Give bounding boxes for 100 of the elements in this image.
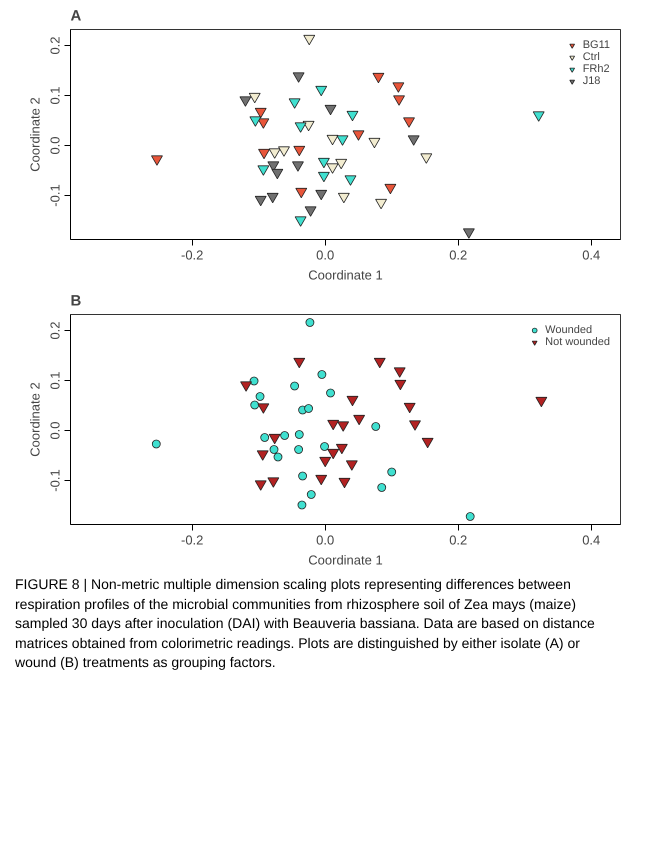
legend-label: J18	[582, 75, 602, 87]
point	[254, 196, 267, 206]
point	[303, 34, 316, 46]
x-tick-label: 0.4	[582, 532, 600, 548]
point	[336, 444, 348, 454]
point	[298, 472, 308, 480]
point	[327, 448, 340, 460]
point	[318, 158, 330, 168]
x-tick-label: -0.2	[181, 532, 204, 548]
point	[268, 434, 281, 444]
point	[319, 456, 332, 468]
point	[320, 442, 329, 451]
point	[372, 72, 384, 84]
point	[294, 445, 304, 454]
point	[377, 483, 386, 492]
legend-label: FRh2	[582, 63, 610, 75]
point	[326, 388, 335, 398]
point	[409, 420, 421, 431]
point	[466, 512, 475, 521]
point	[302, 120, 314, 132]
y-tick-label: -0.1	[48, 184, 62, 207]
point	[353, 414, 366, 426]
point	[292, 161, 304, 172]
point	[306, 490, 316, 499]
point	[294, 122, 307, 133]
point	[346, 110, 358, 122]
point	[274, 452, 282, 462]
point	[266, 192, 279, 204]
point	[371, 422, 380, 431]
y-tick-label: 0.0	[48, 136, 62, 155]
point	[240, 381, 252, 392]
point	[295, 188, 308, 198]
point	[315, 190, 328, 200]
point	[346, 396, 358, 406]
point	[271, 168, 284, 180]
point	[326, 163, 338, 174]
point	[387, 468, 396, 476]
point	[258, 148, 270, 160]
y-tick-label: 0.1	[48, 86, 62, 105]
point	[368, 138, 380, 148]
point	[257, 118, 270, 129]
point	[151, 155, 163, 166]
point	[304, 404, 313, 413]
point	[422, 438, 434, 448]
point	[288, 98, 301, 109]
point	[326, 134, 338, 146]
point	[392, 82, 404, 93]
y-tick-label: 0.1	[48, 371, 62, 390]
point	[337, 421, 350, 432]
x-tick-label: 0.2	[449, 532, 468, 548]
point	[338, 478, 350, 488]
point	[249, 116, 262, 127]
point	[532, 111, 545, 122]
legend-label: Not wounded	[545, 336, 610, 348]
point	[375, 198, 387, 210]
point	[384, 184, 396, 194]
point	[248, 92, 261, 104]
point	[260, 433, 270, 442]
point	[535, 396, 548, 408]
y-axis-title: Coordinate 2	[28, 382, 42, 457]
point	[374, 358, 386, 368]
point	[306, 318, 314, 327]
chart-title: A	[70, 8, 82, 24]
point	[256, 392, 264, 401]
point	[462, 228, 475, 239]
point	[394, 380, 406, 390]
y-tick-label: 0.2	[48, 321, 62, 340]
point	[293, 358, 306, 368]
point	[403, 117, 415, 128]
point	[318, 172, 330, 182]
point	[298, 500, 306, 510]
legend-label: Ctrl	[582, 51, 601, 63]
point	[346, 460, 358, 471]
point	[393, 95, 405, 106]
point	[404, 402, 416, 414]
point	[335, 158, 348, 170]
point	[315, 86, 328, 96]
y-tick-label: -0.1	[48, 469, 62, 492]
x-tick-label: 0.2	[449, 248, 468, 262]
point	[278, 146, 290, 157]
point	[294, 430, 304, 439]
point	[294, 216, 307, 227]
caption: FIGURE 8 | Non-metric multiple dimension scaling plots representing differences between respiration profiles of the microbial communities from rhizosphere soil of Zea mays (maize) sampled 30 days after inoculation (DAI) with Beauveria bassiana. Data are based on distance matrices obtained from colorimetric readings. Plots are distinguished by either isolate (A) or wound (B) treatments as grouping factors.	[15, 575, 596, 672]
y-tick-label: 0.0	[48, 421, 62, 440]
point	[268, 148, 281, 159]
x-axis-title: Coordinate 1	[308, 552, 383, 568]
x-tick-label: 0.0	[316, 532, 334, 548]
y-tick-label: 0.2	[48, 36, 62, 55]
point	[293, 146, 306, 156]
point	[336, 135, 348, 146]
point	[254, 480, 267, 491]
point	[408, 135, 420, 146]
point	[257, 165, 270, 176]
point	[256, 450, 269, 461]
point	[344, 175, 356, 186]
point	[394, 367, 406, 378]
point	[257, 403, 270, 414]
point	[304, 206, 316, 217]
point	[324, 104, 336, 116]
point	[254, 108, 267, 118]
